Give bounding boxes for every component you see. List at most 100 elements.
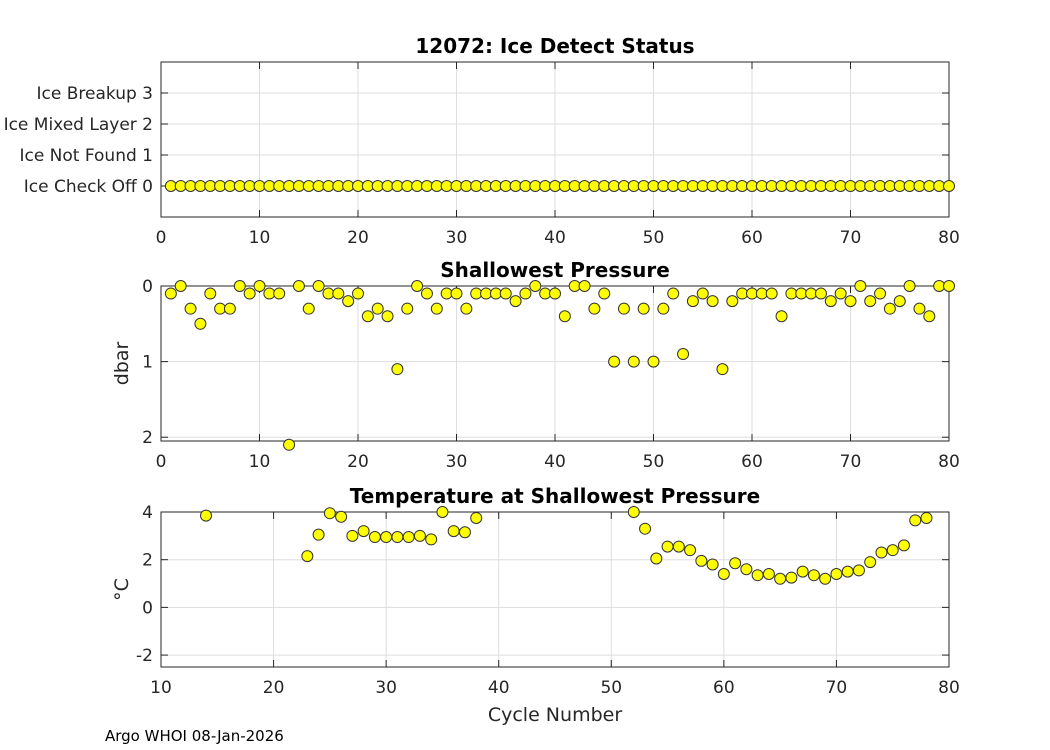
data-point: [361, 310, 374, 323]
plot-area: [161, 512, 949, 667]
data-point: [667, 287, 680, 300]
x-tick-label: 80: [938, 452, 960, 472]
data-point: [684, 544, 697, 557]
data-point: [529, 280, 542, 292]
data-point: [323, 507, 336, 520]
data-point: [381, 310, 394, 323]
data-point: [499, 287, 512, 300]
data-point: [695, 554, 708, 567]
x-tick-label: 20: [263, 678, 285, 698]
data-point: [184, 302, 197, 315]
data-point: [558, 310, 571, 323]
data-point: [807, 569, 820, 582]
footer-credit: Argo WHOI 08-Jan-2026: [105, 727, 284, 745]
x-tick-label: 20: [347, 228, 369, 248]
data-point: [292, 280, 305, 292]
data-point: [716, 363, 729, 376]
data-point: [923, 180, 936, 192]
y-tick-label: Ice Check Off 0: [24, 177, 153, 197]
x-tick-label: 60: [741, 228, 763, 248]
data-point: [844, 295, 857, 308]
x-tick-label: 30: [446, 228, 468, 248]
data-point: [425, 533, 438, 546]
data-point: [943, 280, 955, 292]
plot-shallowest-pressure: 0 10 20 30 40 50 60 70 80 0 1 2 Shallowest Pressure d…: [111, 258, 960, 472]
data-point: [312, 280, 325, 292]
data-point: [657, 180, 670, 192]
x-tick-label: 50: [643, 452, 665, 472]
data-point: [312, 528, 325, 541]
data-point: [301, 550, 314, 563]
data-point: [886, 544, 899, 557]
data-point: [332, 287, 345, 300]
data-point: [841, 565, 854, 578]
data-point: [174, 280, 187, 292]
y-axis-label: dbar: [111, 342, 133, 386]
data-point: [805, 180, 818, 192]
y-tick-label: 0: [142, 598, 153, 618]
chart-title: Shallowest Pressure: [440, 258, 670, 282]
data-point: [164, 287, 177, 300]
data-point: [283, 438, 296, 451]
data-point: [549, 287, 561, 300]
data-point: [706, 295, 719, 308]
chart-title: 12072: Ice Detect Status: [415, 34, 694, 58]
y-tick-label: 2: [142, 428, 153, 448]
data-point: [830, 568, 843, 580]
data-point: [740, 563, 753, 576]
data-point: [447, 525, 460, 538]
data-point: [273, 287, 286, 300]
data-point: [755, 180, 768, 192]
data-point: [200, 509, 213, 522]
data-point: [775, 180, 788, 192]
data-point: [686, 295, 699, 308]
x-tick-label: 40: [544, 228, 566, 248]
data-point: [368, 531, 381, 544]
plot-temperature: 10 20 30 40 50 60 70 80 -2 0 2 4 Temperature at Shal…: [111, 484, 960, 726]
data-point: [420, 287, 433, 300]
data-point: [352, 287, 364, 300]
data-point: [909, 514, 922, 527]
x-tick-label: 60: [741, 452, 763, 472]
data-point: [913, 302, 926, 315]
data-point: [608, 355, 621, 368]
data-point: [729, 557, 742, 570]
data-point: [875, 546, 888, 559]
chart-title: Temperature at Shallowest Pressure: [350, 484, 760, 508]
x-tick-label: 40: [544, 452, 566, 472]
y-tick-label: -2: [136, 646, 153, 666]
data-point: [874, 180, 887, 192]
data-point: [346, 529, 359, 542]
data-point: [717, 568, 730, 580]
y-tick-label: 4: [142, 503, 153, 523]
data-point: [903, 180, 916, 192]
data-point: [391, 531, 404, 544]
data-point: [893, 295, 906, 308]
x-tick-label: 0: [156, 228, 167, 248]
x-tick-label: 80: [938, 678, 960, 698]
data-point: [650, 552, 663, 565]
y-tick-label: 1: [142, 353, 153, 373]
data-point: [923, 310, 936, 323]
data-point: [672, 540, 685, 553]
data-point: [380, 531, 393, 544]
plot-ice-detect: 0 10 20 30 40 50 60 70 80 Ice Check Off 0 Ice Not …: [4, 34, 960, 248]
data-point: [617, 302, 630, 315]
data-point: [371, 302, 384, 315]
x-tick-label: 10: [249, 452, 271, 472]
data-point: [762, 568, 775, 580]
data-point: [402, 531, 415, 544]
axes-frame: [160, 511, 950, 668]
data-point: [430, 302, 443, 315]
data-point: [834, 287, 847, 300]
y-tick-label: Ice Breakup 3: [37, 84, 154, 104]
data-point: [509, 180, 522, 192]
data-point: [588, 302, 601, 315]
x-tick-label: 30: [375, 678, 397, 698]
data-point: [647, 355, 660, 368]
data-point: [854, 280, 867, 292]
data-point: [883, 302, 896, 315]
data-point: [657, 302, 670, 315]
data-point: [819, 572, 832, 585]
